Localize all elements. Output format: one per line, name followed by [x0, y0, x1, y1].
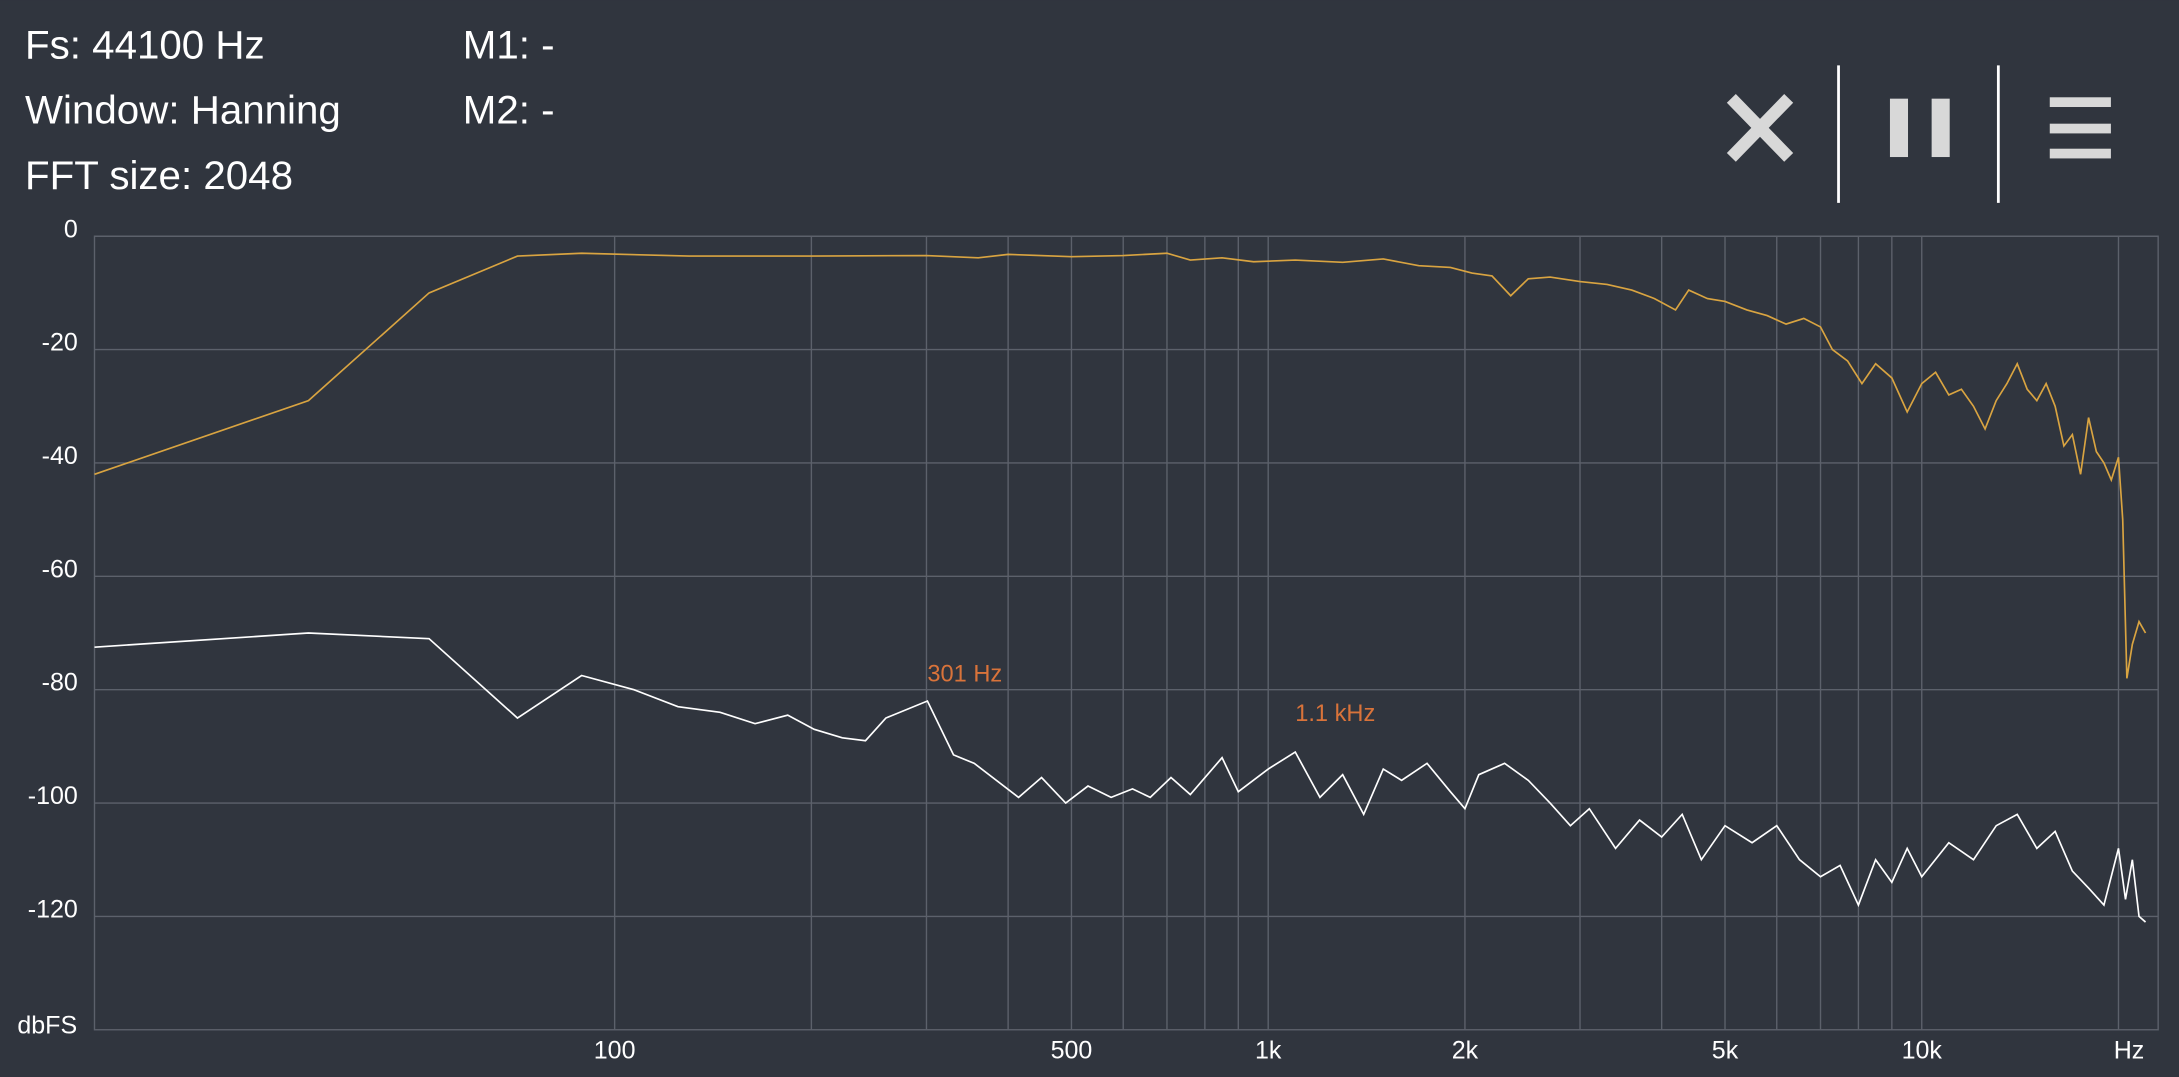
fs-info: Fs: 44100 Hz — [25, 22, 265, 67]
x-tick-label: 2k — [1452, 1037, 1479, 1065]
y-tick-label: -20 — [42, 329, 78, 357]
menu-button[interactable] — [2049, 97, 2111, 159]
x-tick-label: 10k — [1902, 1037, 1943, 1065]
x-axis-unit: Hz — [2114, 1037, 2145, 1065]
peak-label: 1.1 kHz — [1295, 701, 1375, 727]
marker-2: M2: - — [463, 88, 555, 133]
fft-info: FFT size: 2048 — [25, 153, 293, 198]
plot: 0 -20 -40 -60 -80 -100 -120 100 500 1k 2k 5k 10k Hz db… — [17, 215, 2159, 1065]
x-tick-label: 100 — [594, 1037, 636, 1065]
y-tick-label: 0 — [64, 215, 78, 243]
x-tick-label: 1k — [1255, 1037, 1282, 1065]
close-button[interactable] — [1726, 93, 1794, 162]
y-tick-label: -60 — [42, 555, 78, 583]
y-tick-label: -40 — [42, 442, 78, 470]
x-tick-label: 5k — [1712, 1037, 1739, 1065]
peak-label: 301 Hz — [927, 661, 1002, 687]
y-axis-unit: dbFS — [17, 1012, 77, 1040]
y-tick-label: -100 — [28, 782, 78, 810]
y-tick-label: -120 — [28, 895, 78, 923]
spectrum-line — [94, 252, 2147, 679]
marker-1: M1: - — [463, 22, 555, 67]
pause-button[interactable] — [1889, 98, 1950, 158]
spectrum-line — [94, 632, 2147, 923]
x-tick-label: 500 — [1051, 1037, 1093, 1065]
window-info: Window: Hanning — [25, 88, 341, 133]
y-tick-label: -80 — [42, 669, 78, 697]
